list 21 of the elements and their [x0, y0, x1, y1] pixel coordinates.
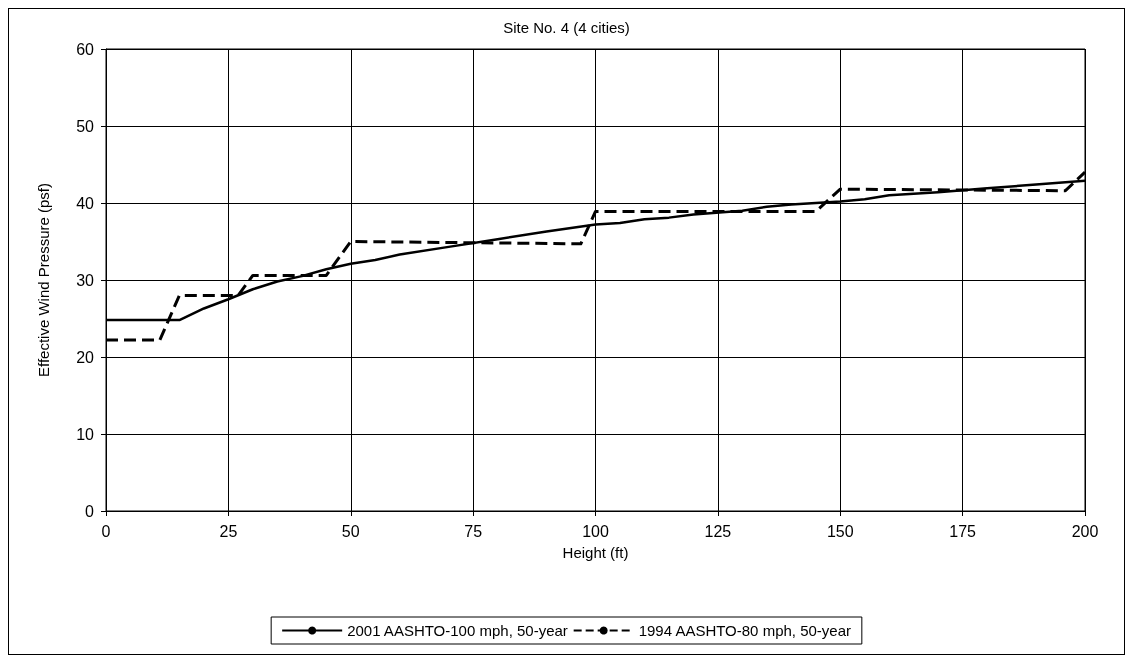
x-axis-title: Height (ft) [562, 544, 629, 561]
y-tick-label: 40 [76, 194, 95, 212]
y-tick-label: 50 [76, 117, 95, 135]
x-tick-label: 150 [826, 522, 854, 540]
y-tick-label: 10 [76, 425, 95, 443]
y-tick-label: 20 [76, 348, 95, 366]
x-tick-label: 200 [1071, 522, 1099, 540]
y-axis-title: Effective Wind Pressure (psf) [35, 183, 52, 377]
y-tick-label: 0 [85, 502, 95, 520]
x-tick-label: 175 [949, 522, 977, 540]
legend-label: 1994 AASHTO-80 mph, 50-year [638, 622, 852, 639]
x-tick-label: 125 [704, 522, 732, 540]
legend-label: 2001 AASHTO-100 mph, 50-year [347, 622, 568, 639]
y-tick-label: 30 [76, 271, 95, 289]
x-tick-label: 100 [582, 522, 609, 540]
x-tick-label: 75 [464, 522, 483, 540]
y-tick-label: 60 [76, 40, 95, 58]
x-tick-label: 0 [101, 522, 111, 540]
x-tick-label: 50 [341, 522, 360, 540]
chart-title: Site No. 4 (4 cities) [503, 19, 630, 36]
x-tick-label: 25 [219, 522, 238, 540]
